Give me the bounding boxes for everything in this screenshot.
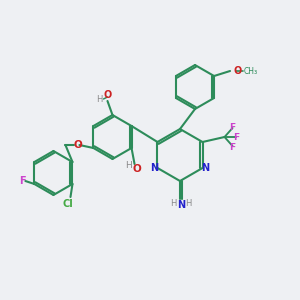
- Text: Cl: Cl: [62, 199, 73, 209]
- Text: F: F: [19, 176, 26, 186]
- Text: CH₃: CH₃: [244, 67, 258, 76]
- Text: N: N: [202, 163, 210, 173]
- Text: N: N: [150, 163, 158, 173]
- Text: H: H: [125, 160, 132, 169]
- Text: F: F: [230, 122, 236, 131]
- Text: N: N: [177, 200, 185, 210]
- Text: F: F: [233, 133, 240, 142]
- Text: O: O: [73, 140, 82, 150]
- Text: O: O: [132, 164, 141, 174]
- Text: H: H: [96, 94, 103, 103]
- Text: O: O: [233, 66, 241, 76]
- Text: H: H: [170, 199, 176, 208]
- Text: O: O: [103, 90, 112, 100]
- Text: H: H: [185, 199, 191, 208]
- Text: F: F: [230, 142, 236, 152]
